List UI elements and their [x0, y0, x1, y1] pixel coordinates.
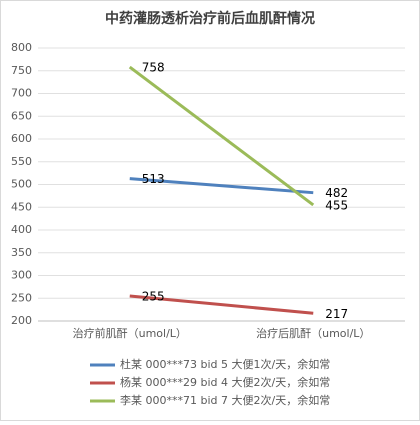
- series-line: [129, 177, 314, 195]
- y-tick-label: 650: [11, 109, 32, 122]
- y-tick-label: 700: [11, 87, 32, 100]
- data-label: 217: [325, 307, 348, 321]
- y-tick-label: 200: [11, 314, 32, 327]
- y-tick-label: 250: [11, 291, 32, 304]
- data-label: 255: [142, 289, 165, 303]
- y-tick-label: 800: [11, 41, 32, 54]
- y-tick-label: 450: [11, 200, 32, 213]
- legend-label: 李某 000***71 bid 7 大便2次/天，余如常: [120, 393, 330, 407]
- y-tick-label: 600: [11, 132, 32, 145]
- data-label: 758: [142, 61, 165, 75]
- x-tick-label: 治疗前肌酐（umol/L）: [73, 326, 187, 340]
- data-label: 455: [325, 198, 348, 212]
- data-label: 513: [142, 172, 165, 186]
- y-tick-label: 500: [11, 178, 32, 191]
- series-line: [129, 294, 314, 315]
- chart-title: 中药灌肠透析治疗前后血肌酐情况: [105, 10, 315, 27]
- legend-label: 杜某 000***73 bid 5 大便1次/天，余如常: [120, 357, 330, 371]
- y-tick-label: 400: [11, 223, 32, 236]
- y-tick-label: 750: [11, 64, 32, 77]
- data-label: 482: [325, 186, 348, 200]
- y-tick-label: 300: [11, 269, 32, 282]
- legend-label: 杨某 000***29 bid 4 大便2次/天，余如常: [120, 375, 330, 389]
- x-tick-label: 治疗后肌酐（umol/L）: [256, 326, 370, 340]
- y-tick-label: 350: [11, 246, 32, 259]
- series-line: [128, 65, 315, 207]
- y-tick-label: 550: [11, 155, 32, 168]
